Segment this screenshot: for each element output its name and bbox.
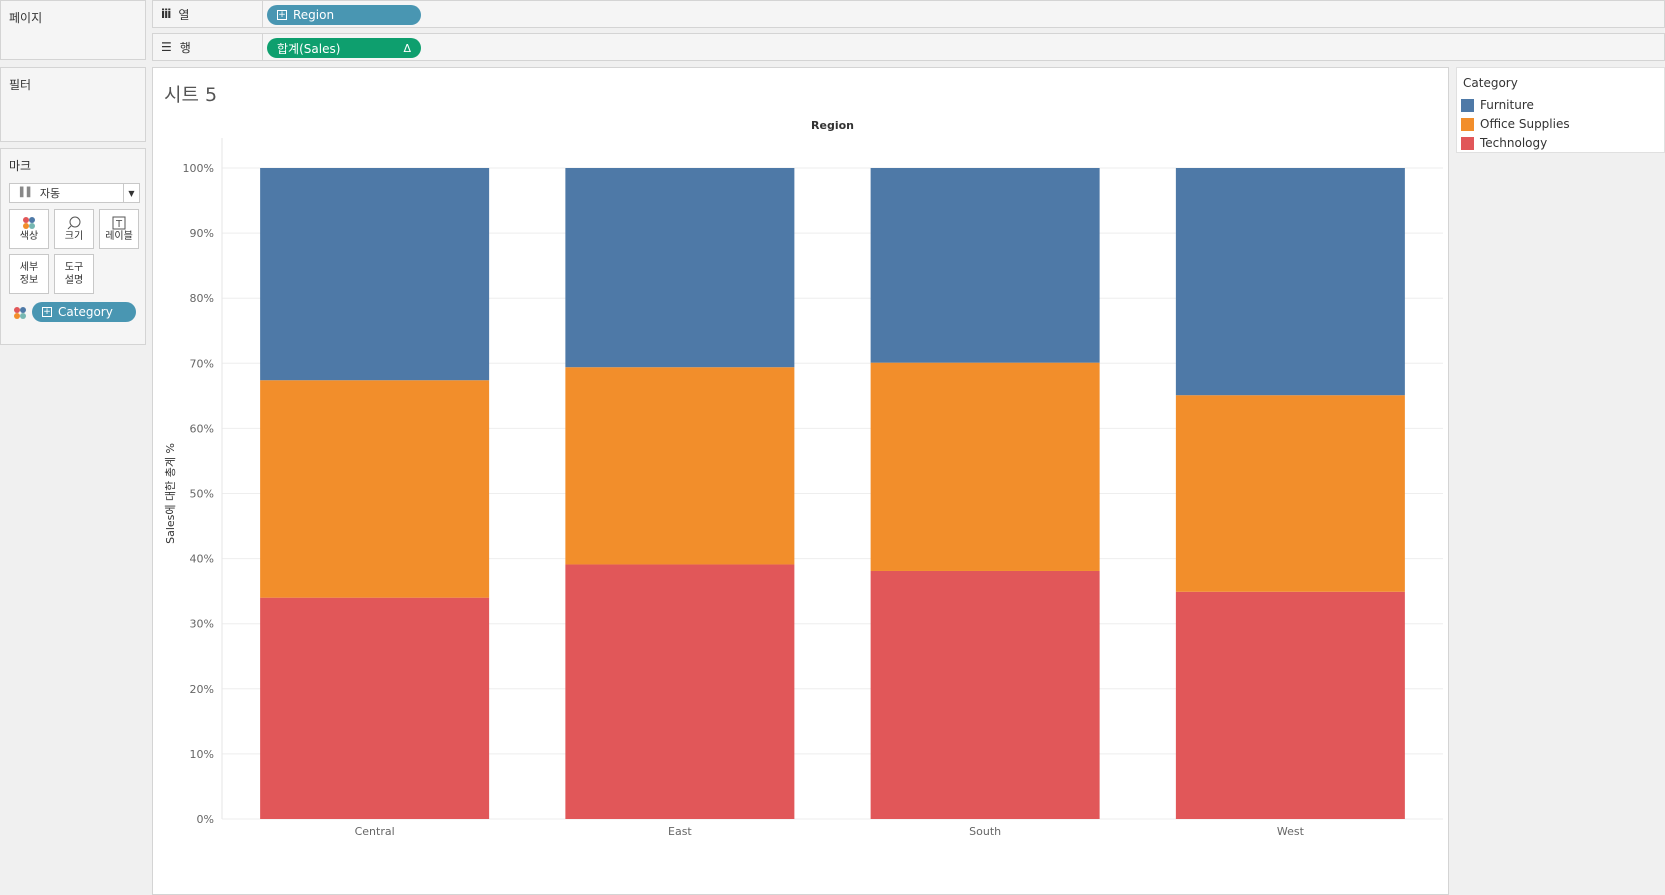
tooltip-label: 도구 설명 [64,262,84,286]
bar-segment [870,168,1100,363]
y-tick-label: 30% [190,618,214,631]
bar-chart-icon: ▌▌ [20,188,34,198]
rows-icon: ☰ [161,40,172,54]
marks-card-title: 마크 [9,159,32,173]
stacked-bar-chart: Region 0% 10% 20% 30% 40% 50% 60% 70% 80% 90% 100% S… [164,119,1443,838]
columns-shelf[interactable]: iii 열 + Region [152,0,1665,28]
y-tick-label: 70% [190,357,214,370]
filters-shelf[interactable]: 필터 [0,67,146,142]
columns-shelf-label: iii 열 [153,1,263,27]
bar-segment [565,367,795,565]
mark-type-dropdown[interactable]: ▌▌ 자동 ▼ [9,183,140,203]
bar-segment [870,362,1100,571]
chevron-down-icon[interactable]: ▼ [123,184,139,202]
x-tick-label: West [1277,825,1305,838]
legend-title: Category [1463,76,1518,90]
pages-shelf[interactable]: 페이지 [0,0,146,60]
color-encoding-row: + Category [13,302,139,322]
bar-segment [260,380,490,598]
bar-segment [1175,395,1405,592]
table-calc-delta-icon: Δ [403,41,411,55]
bar-segment [260,168,490,381]
legend-swatch [1461,98,1474,112]
y-tick-label: 90% [190,227,214,240]
marks-card: 마크 ▌▌ 자동 ▼ 색상 크기 T 레이블 세부 정보 도구 설명 + Cat… [0,148,146,345]
y-tick-label: 100% [183,162,214,175]
legend-item-technology[interactable]: Technology [1461,135,1547,151]
y-tick-label: 10% [190,748,214,761]
y-tick-label: 20% [190,683,214,696]
rows-shelf-label: ☰ 행 [153,34,263,60]
y-tick-label: 40% [190,553,214,566]
x-tick-label: East [668,825,692,838]
filters-shelf-title: 필터 [9,78,32,92]
legend-swatch [1461,117,1474,131]
y-tick-label: 0% [197,813,214,826]
bar-segment [1175,591,1405,819]
color-icon [22,216,36,230]
sales-row-pill[interactable]: 합계(Sales) Δ [267,38,421,58]
size-button[interactable]: 크기 [54,209,94,249]
y-tick-label: 60% [190,422,214,435]
label-icon: T [112,216,126,230]
y-tick-label: 50% [190,488,214,501]
color-legend: Category Furniture Office Supplies Techn… [1456,67,1665,153]
detail-label: 세부 정보 [19,262,39,286]
x-tick-label: Central [355,825,395,838]
size-icon [67,216,81,230]
sheet-title: 시트 5 [164,84,218,106]
y-tick-label: 80% [190,292,214,305]
category-color-pill[interactable]: + Category [32,302,136,322]
label-button[interactable]: T 레이블 [99,209,139,249]
y-axis-label: Sales에 대한 총계 % [164,443,177,544]
tooltip-button[interactable]: 도구 설명 [54,254,94,294]
rows-shelf[interactable]: ☰ 행 합계(Sales) Δ [152,33,1665,61]
bar-segment [1175,168,1405,396]
bar-segment [565,168,795,368]
expand-icon: + [42,307,52,317]
detail-button[interactable]: 세부 정보 [9,254,49,294]
chart-title: Region [811,119,854,132]
legend-item-office-supplies[interactable]: Office Supplies [1461,116,1570,132]
expand-icon: + [277,10,287,20]
worksheet-view: 시트 5 Region 0% 10% 20% 30% 40% 50% 60% 70% 80% 90%… [152,67,1449,895]
legend-item-furniture[interactable]: Furniture [1461,97,1534,113]
region-column-pill[interactable]: + Region [267,5,421,25]
x-tick-label: South [969,825,1001,838]
bar-segment [260,597,490,819]
color-icon [13,305,27,324]
columns-icon: iii [161,7,171,21]
bar-segment [870,570,1100,819]
bar-segment [565,564,795,819]
svg-text:T: T [115,219,123,230]
pages-shelf-title: 페이지 [9,11,43,25]
legend-swatch [1461,136,1474,150]
color-button[interactable]: 색상 [9,209,49,249]
